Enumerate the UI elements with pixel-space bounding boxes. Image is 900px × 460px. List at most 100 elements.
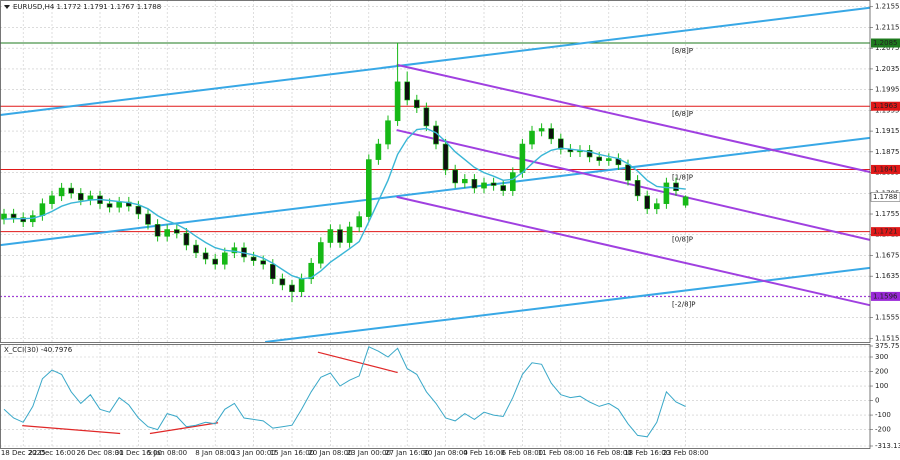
x-tick-label: 22 Dec 16:00 [28,449,75,457]
candle-body [279,278,286,286]
candle-body [49,195,55,204]
trendline [396,129,870,241]
symbol-menu-icon[interactable] [4,5,10,9]
candle-body [260,260,267,265]
trendline [317,351,398,374]
candle-body [10,213,17,218]
candle-body [423,107,430,127]
trendline [0,6,870,117]
candle-body [682,196,689,206]
candle-body [596,156,603,161]
y-tick-label: 1.1515 [875,334,900,342]
cci-frame [0,344,871,449]
x-tick-label: 23 Jan 00:00 [347,449,391,457]
candle-body [365,159,372,217]
candle-body [183,232,190,246]
candle-body [164,229,170,237]
candle-body [337,229,343,243]
candle-body [644,195,651,210]
moving-average [3,127,686,280]
level-tag: [1/8]P [672,173,693,181]
candle-body [625,164,631,181]
x-tick-label: 8 Jan 08:00 [195,449,235,457]
candle-body [471,178,478,189]
candle-body [231,247,238,254]
y-tick-label: 0 [875,397,879,405]
last-price-box [870,192,900,202]
y-tick-label: 100 [875,382,888,390]
level-tag: [0/8]P [672,236,693,244]
level-price-box [871,164,900,174]
candle-body [519,143,526,173]
candle-body [509,172,516,191]
candle-body [145,213,151,225]
cci-title: X_CCI(30) -40.7976 [4,346,73,354]
trendline [396,195,870,307]
candle-body [202,252,209,260]
candle-body [317,242,324,264]
candle-body [106,203,113,208]
candle-body [529,130,535,145]
candle-body [538,128,545,132]
x-tick-label: 31 Dec 16:00 [115,449,162,457]
candle-body [500,185,507,191]
y-tick-label: 1.1915 [875,127,900,135]
level-price-box [871,227,900,237]
candle-body [490,182,497,186]
candle-body [58,187,65,197]
candle-body [174,229,180,234]
x-tick-label: 26 Dec 08:00 [76,449,123,457]
candle-body [634,180,641,197]
level-price-box [871,38,900,48]
candle-body [39,203,46,216]
price-frame [0,0,871,343]
candle-body [327,229,334,243]
x-tick-label: 23 Feb 08:00 [663,449,709,457]
x-tick-label: 20 Jan 08:00 [308,449,352,457]
x-tick-label: 18 Dec 2025 [1,449,46,457]
y-tick-label: 1.1875 [875,148,900,156]
candle-body [586,149,593,158]
candle-body [375,143,382,160]
level-price: 1.1841 [873,165,898,173]
candle-body [605,158,612,161]
candle-body [452,169,459,184]
y-tick-label: 375.7568 [875,342,900,350]
x-tick-label: 11 Feb 08:00 [538,449,584,457]
y-tick-label: -200 [875,426,891,434]
x-tick-label: 5 Jan 08:00 [147,449,187,457]
price-panel [0,0,870,342]
candle-body [442,143,449,171]
level-price: 1.1963 [873,102,898,110]
candle-body [404,81,411,101]
last-price: 1.1788 [873,193,898,201]
y-tick-label: -313.1385 [875,442,900,450]
level-price-box [871,101,900,111]
candle-body [193,244,199,254]
candle-body [653,203,660,210]
level-tag: [-2/8]P [672,300,695,308]
trendline [149,422,219,435]
candle-body [385,120,391,145]
candle-body [298,278,305,293]
candle-body [548,128,555,140]
candle-body [394,81,401,122]
candle-body [20,217,27,223]
y-tick-label: 1.1995 [875,86,900,94]
candle-body [135,205,142,215]
cci-panel [0,344,870,448]
x-tick-label: 27 Jan 16:00 [385,449,429,457]
candle-body [269,263,276,280]
trendline [0,136,870,247]
cci-line [3,346,686,438]
candle-body [154,224,161,237]
candle-body [461,178,468,184]
candle-body [308,262,315,280]
candle-body [356,216,363,228]
candle-body [663,182,670,204]
y-tick-label: -100 [875,411,891,419]
y-tick-label: 300 [875,353,888,361]
trendline [22,425,121,435]
